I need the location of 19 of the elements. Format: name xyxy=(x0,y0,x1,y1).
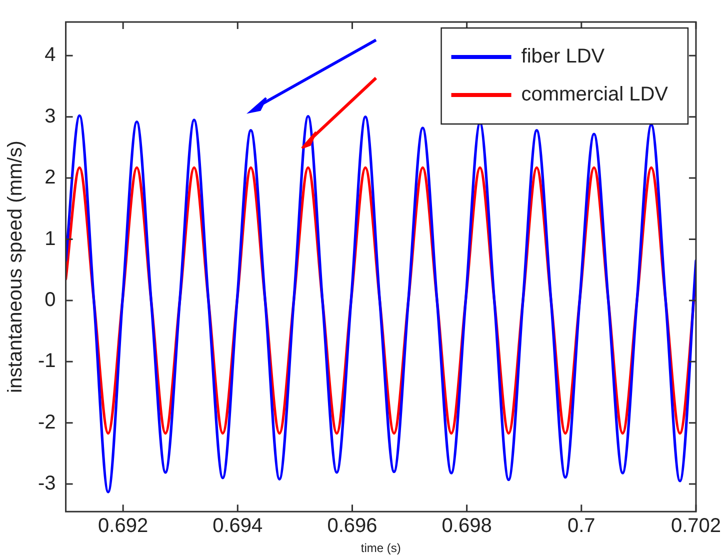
x-tick-label: 0.702 xyxy=(670,515,722,538)
y-tick-label: -2 xyxy=(38,411,56,434)
y-axis-title: instantaneous speed (mm/s) xyxy=(4,140,27,393)
x-tick-label: 0.696 xyxy=(327,515,378,538)
y-tick-label: 4 xyxy=(44,44,56,66)
y-tick-label: 2 xyxy=(44,166,56,189)
legend-label: fiber LDV xyxy=(521,46,606,68)
y-tick-label: 3 xyxy=(44,105,56,128)
y-tick-label: -3 xyxy=(38,472,56,495)
y-tick-label: -1 xyxy=(38,350,56,372)
x-axis-title: time (s) xyxy=(360,541,401,556)
x-tick-label: 0.7 xyxy=(567,515,596,538)
legend-label: commercial LDV xyxy=(521,84,669,106)
x-tick-label: 0.694 xyxy=(212,515,263,538)
y-tick-label: 1 xyxy=(44,228,56,250)
x-tick-label: 0.692 xyxy=(98,515,148,538)
y-tick-label: 0 xyxy=(44,288,56,311)
x-tick-label: 0.698 xyxy=(442,515,492,538)
line-series xyxy=(66,114,696,494)
